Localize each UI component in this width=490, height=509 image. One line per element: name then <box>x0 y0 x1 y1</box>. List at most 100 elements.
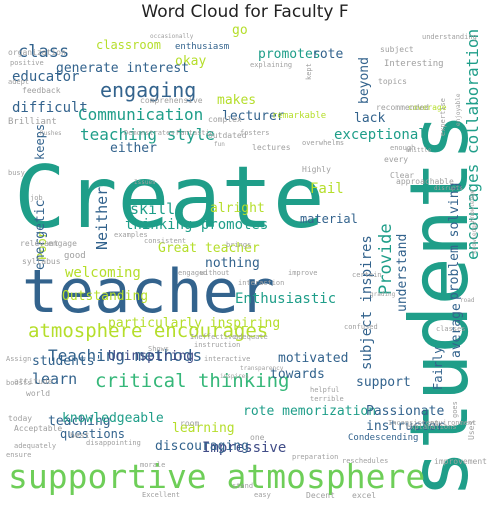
word-improve: improve <box>288 269 318 277</box>
word-coverage: coverage <box>408 103 447 112</box>
word-critical-thinking: critical thinking <box>95 370 290 392</box>
word-engaging: engaging <box>100 78 197 102</box>
word-preparation: preparation <box>292 453 339 461</box>
word-overwhelms: overwhelms <box>302 139 345 147</box>
word-teaching: teaching <box>48 414 111 429</box>
word-demonstrates: Demonstrates <box>124 129 175 137</box>
word-kept: kept <box>305 63 313 80</box>
word-enthusiasm: enthusiasm <box>175 42 230 52</box>
word-problem-solving: problem solving <box>447 182 462 300</box>
word-knowledgeable: knowledgeable <box>62 411 164 426</box>
word-adequately: adequately <box>14 442 57 450</box>
word-goes: goes <box>451 401 459 418</box>
word-helpful: helpful <box>310 386 340 394</box>
word-inspires: inspires <box>220 373 249 380</box>
word-learn: learn <box>32 370 78 388</box>
word-reschedules: reschedules <box>342 457 389 465</box>
word-create: Create <box>14 148 325 248</box>
word-nothing: nothing <box>205 256 260 271</box>
word-certain: certain <box>352 271 382 279</box>
word-every: every <box>384 155 409 164</box>
word-inconsistent: Inconsistent <box>388 419 439 427</box>
word-rote: rote <box>312 47 344 62</box>
word-uses: Uses <box>467 420 476 440</box>
word-disrupts: disrupts <box>434 185 463 192</box>
word-motivated: motivated <box>278 351 349 366</box>
word-without: without <box>200 269 230 277</box>
word-provide: Provide <box>376 223 396 295</box>
word-recommended: recommended <box>376 103 429 112</box>
word-students: students' <box>32 354 103 369</box>
word-okay: okay <box>175 54 207 69</box>
word-promotes: promotes <box>258 47 321 62</box>
word-lack: lack <box>354 111 386 126</box>
word-positive: positive <box>10 59 44 67</box>
word-welcoming: welcoming <box>65 265 141 281</box>
word-class: class <box>18 42 70 62</box>
word-thinking-promotes: thinking promotes <box>125 217 269 233</box>
word-educator: educator <box>12 69 80 85</box>
word-either: either <box>110 141 157 156</box>
word-grading: grading <box>370 291 396 298</box>
word-organization: organization <box>8 48 66 57</box>
word-teaching-style: teaching style <box>80 125 215 144</box>
word-environment: environment <box>430 419 477 427</box>
word-engaged: engaged <box>178 269 208 277</box>
word-good: good <box>64 251 86 261</box>
word-stand: stand <box>232 482 254 490</box>
word-clear: Clear <box>390 171 415 180</box>
word-boosts: boosts <box>6 379 32 387</box>
word-skills: skills <box>130 200 185 218</box>
word-passionate: Passionate <box>366 404 445 419</box>
word-explaining: explaining <box>250 61 293 69</box>
word-issues: Issues <box>134 179 156 186</box>
word-topics: topics <box>378 77 407 86</box>
word-syllabus: syllabus <box>22 257 61 266</box>
word-room: room <box>180 419 200 428</box>
word-teacher: teacher <box>22 257 275 327</box>
word-material: material <box>300 212 358 226</box>
word-improvement: improvement <box>434 457 487 466</box>
word-assign: Assign <box>6 355 32 363</box>
word-whittle: Whittle <box>406 147 432 154</box>
word-subject-inspires: subject inspires <box>359 235 375 370</box>
word-road: road <box>460 297 475 304</box>
word-knowledge: knowledge <box>471 221 478 254</box>
word-beyond: beyond <box>357 57 372 104</box>
word-knowledge: Knowledge <box>469 189 476 222</box>
word-transparency: transparency <box>240 365 284 372</box>
word-understanding: understanding <box>422 33 477 41</box>
word-interactive: interactive <box>204 355 251 363</box>
word-enough: enough <box>390 144 416 152</box>
word-excel: excel <box>352 491 377 500</box>
word-brings: brings <box>226 241 252 249</box>
word-complex: complex <box>208 115 242 124</box>
word-communication: Communication <box>78 105 204 124</box>
word-towards: towards <box>270 367 325 382</box>
word-consistent: consistent <box>144 237 187 245</box>
word-terrible: terrible <box>310 395 344 403</box>
word-questions: questions <box>60 427 126 441</box>
word-impressive: Impressive <box>202 440 287 456</box>
word-outdated: outdated <box>208 131 247 140</box>
word-interesting: Interesting <box>384 59 444 69</box>
word-go: go <box>232 23 248 38</box>
word-enjoyable: enjoyable <box>455 93 462 126</box>
word-expertise: expertise <box>439 98 447 136</box>
word-engage: engage <box>48 239 77 248</box>
word-feedback: feedback <box>22 86 61 95</box>
word-adept: adept <box>8 78 30 86</box>
figure-title: Word Cloud for Faculty F <box>141 2 349 22</box>
word-lecturer: lecturer <box>222 109 285 124</box>
word-fun: fun <box>214 141 225 148</box>
word-world: world <box>26 389 51 398</box>
word-best: best <box>70 431 90 440</box>
word-instructor: instructor <box>366 419 445 434</box>
word-fantastic: Fantastic <box>176 129 214 137</box>
word-uninspiring: Uninspiring <box>108 349 195 364</box>
word-learning: learning <box>172 421 235 436</box>
word-teaching-methods: Teaching methods <box>48 346 203 365</box>
word-fail: Fail <box>310 181 344 197</box>
